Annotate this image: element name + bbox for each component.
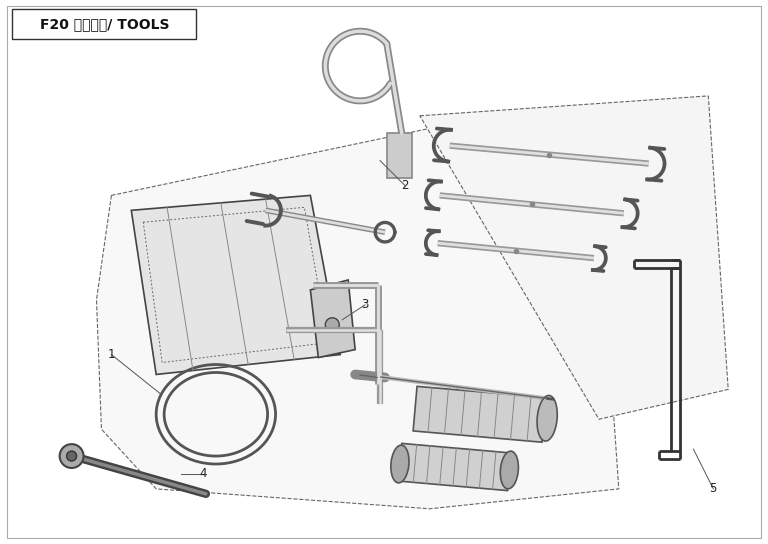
Polygon shape [413,386,546,442]
Polygon shape [399,443,511,491]
Bar [12,9,196,39]
Ellipse shape [500,451,518,489]
Ellipse shape [391,445,409,483]
Text: 3: 3 [362,298,369,311]
Polygon shape [387,133,412,178]
Polygon shape [310,280,355,357]
Circle shape [67,451,77,461]
Polygon shape [131,195,340,374]
Text: 4: 4 [199,467,207,480]
Circle shape [60,444,84,468]
Text: 1: 1 [108,348,115,361]
Ellipse shape [537,395,558,441]
Polygon shape [420,96,728,419]
Text: 5: 5 [710,483,717,496]
Text: 2: 2 [401,179,409,192]
Text: F20 随车工具/ TOOLS: F20 随车工具/ TOOLS [40,17,169,31]
Polygon shape [97,116,619,509]
Circle shape [326,318,339,332]
